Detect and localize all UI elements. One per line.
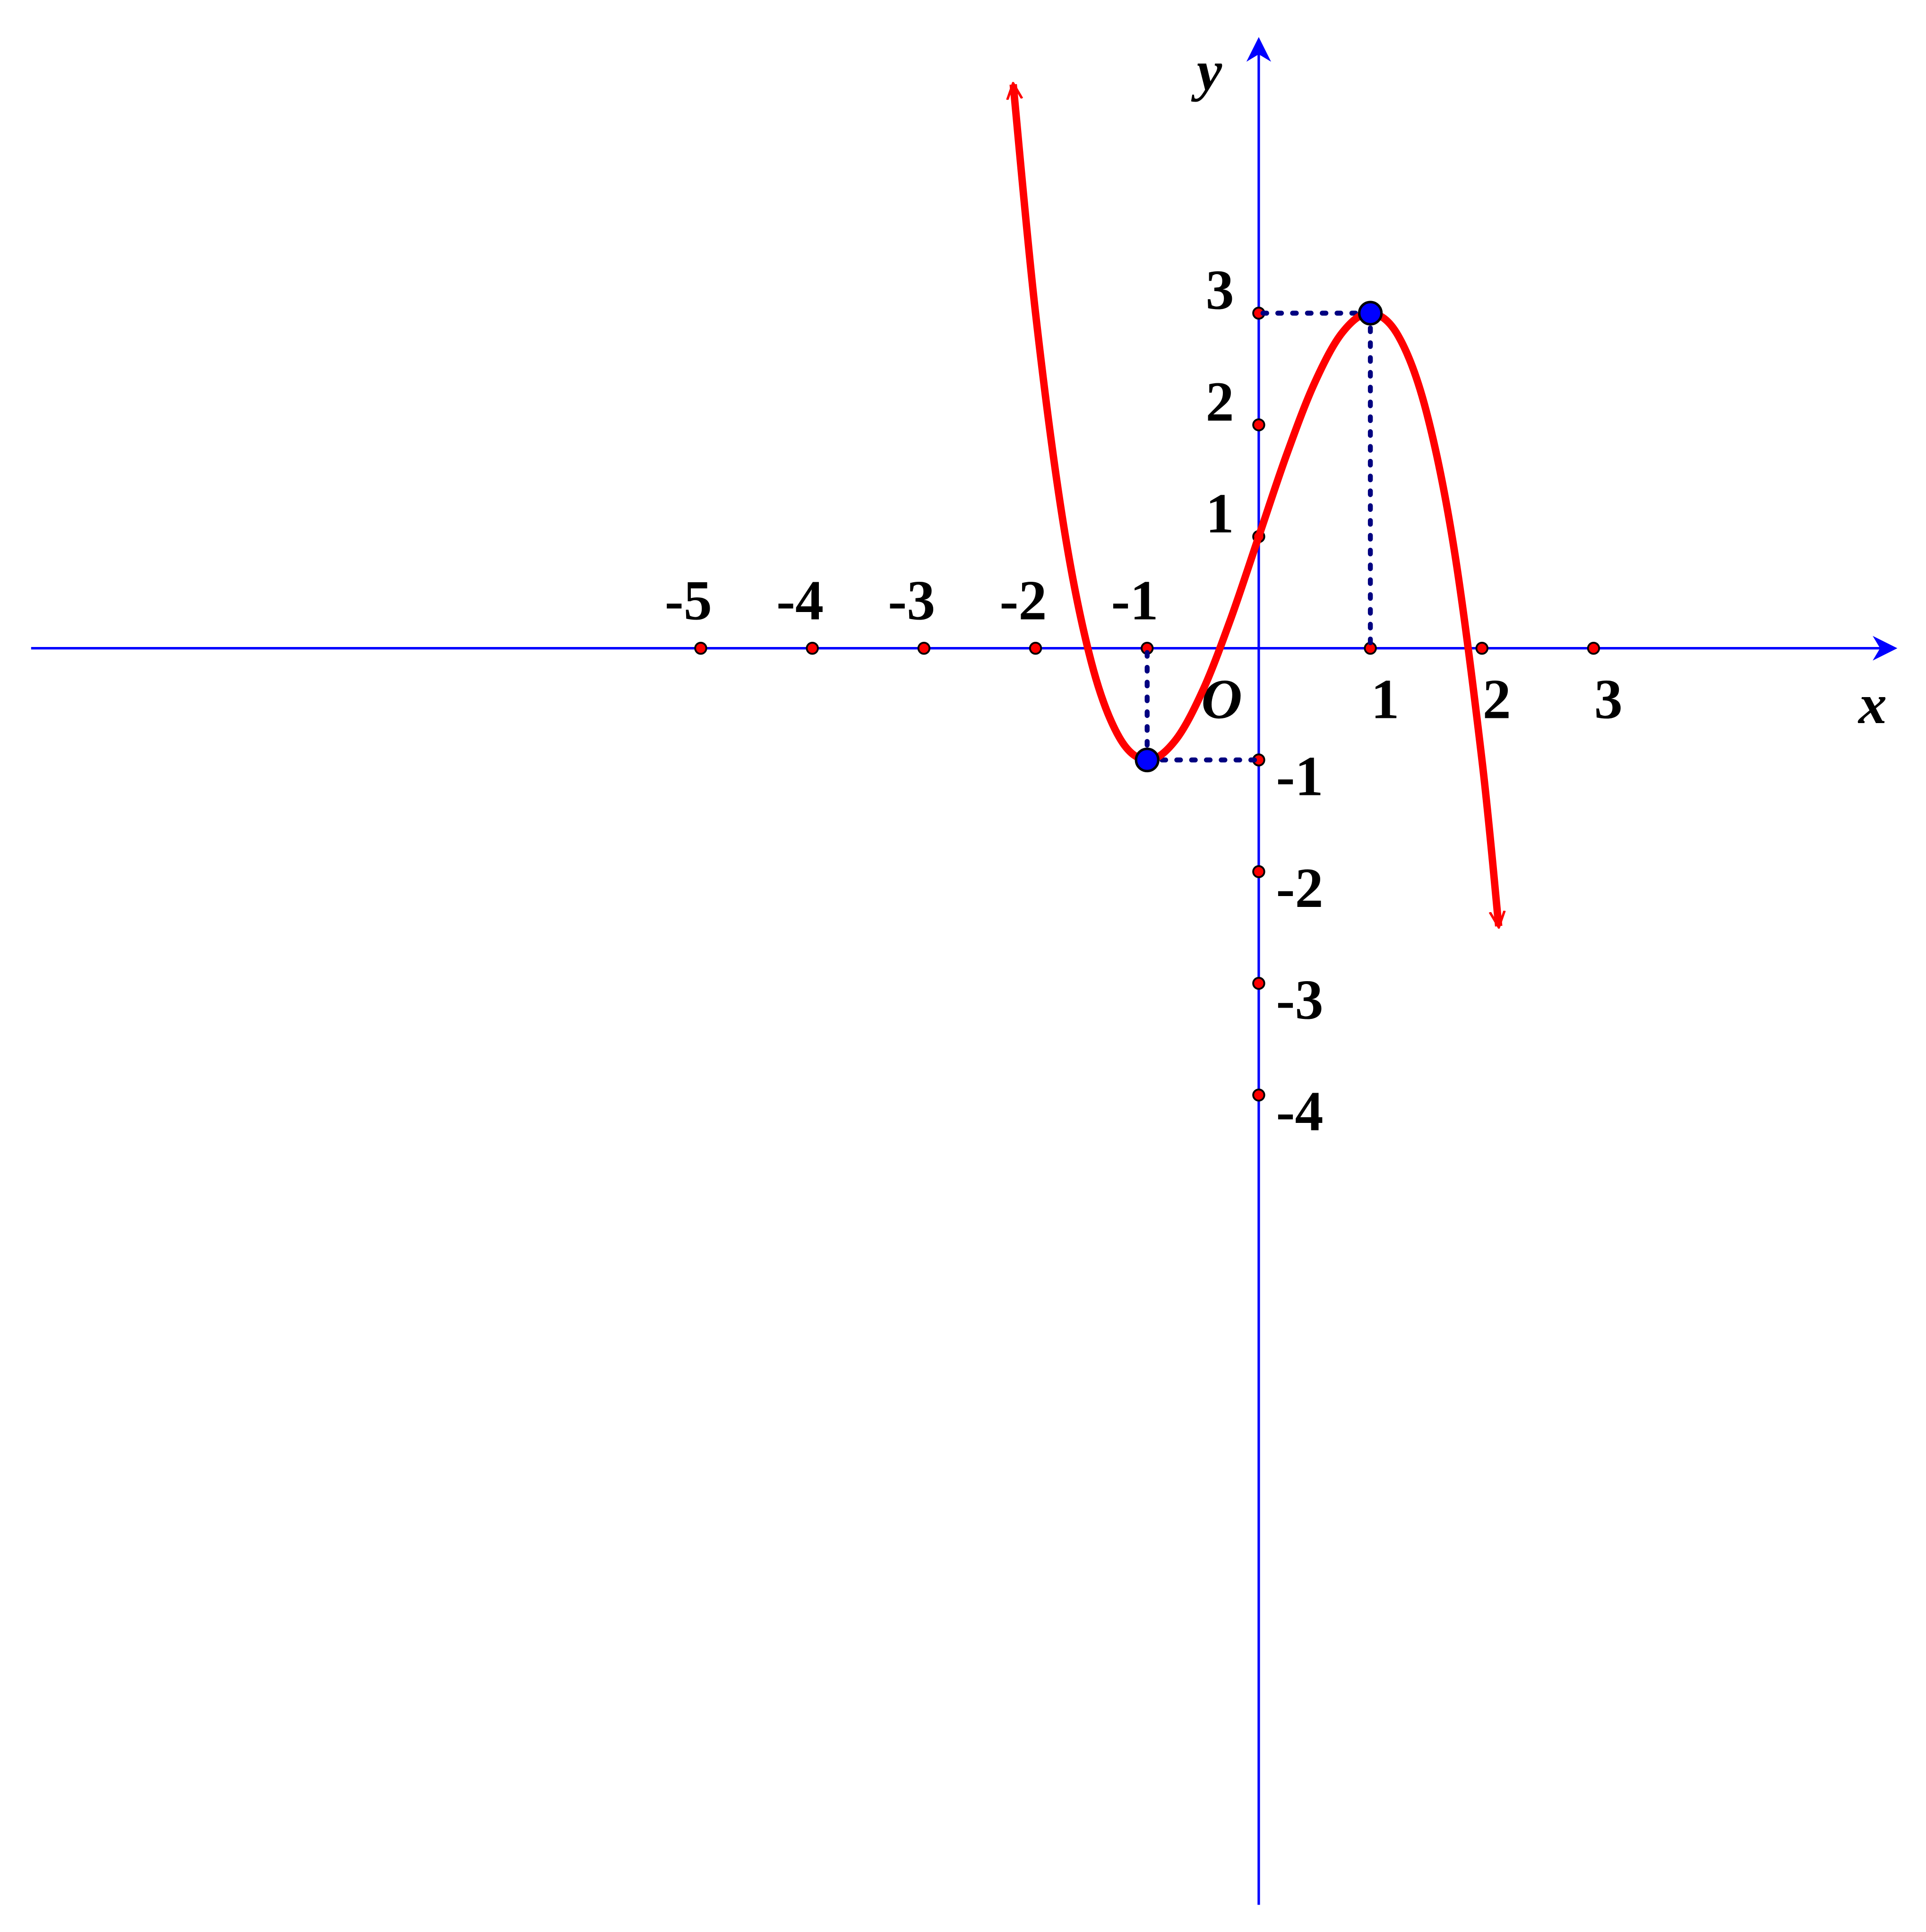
x-tick-label: -1 <box>1111 569 1159 631</box>
x-tick-label: 3 <box>1594 667 1623 730</box>
x-tick <box>806 641 819 655</box>
y-axis-label: y <box>1191 39 1222 102</box>
y-tick-label: 3 <box>1206 259 1234 321</box>
y-tick <box>1252 865 1265 879</box>
x-tick-label: 2 <box>1483 667 1511 730</box>
x-tick <box>917 641 931 655</box>
x-tick-label: -2 <box>999 569 1047 631</box>
extreme-point <box>1358 301 1383 326</box>
x-tick <box>1587 641 1600 655</box>
y-tick <box>1252 1088 1265 1102</box>
y-tick-label: 2 <box>1206 370 1234 433</box>
y-tick-label: -4 <box>1276 1080 1323 1143</box>
extreme-point <box>1135 747 1160 773</box>
y-tick-label: 1 <box>1206 482 1234 544</box>
x-tick-label: -4 <box>776 569 824 631</box>
x-tick-label: -5 <box>665 569 712 631</box>
y-tick-label: -1 <box>1276 745 1323 808</box>
x-tick-label: -3 <box>888 569 935 631</box>
x-tick <box>694 641 707 655</box>
y-tick <box>1252 976 1265 990</box>
y-tick-label: -3 <box>1276 968 1323 1031</box>
x-tick <box>1029 641 1042 655</box>
function-curve <box>1013 85 1498 926</box>
y-tick-label: -2 <box>1276 856 1323 919</box>
x-axis-label: x <box>1857 673 1887 735</box>
x-tick-label: 1 <box>1371 667 1399 730</box>
y-tick <box>1252 418 1265 431</box>
x-tick <box>1475 641 1488 655</box>
